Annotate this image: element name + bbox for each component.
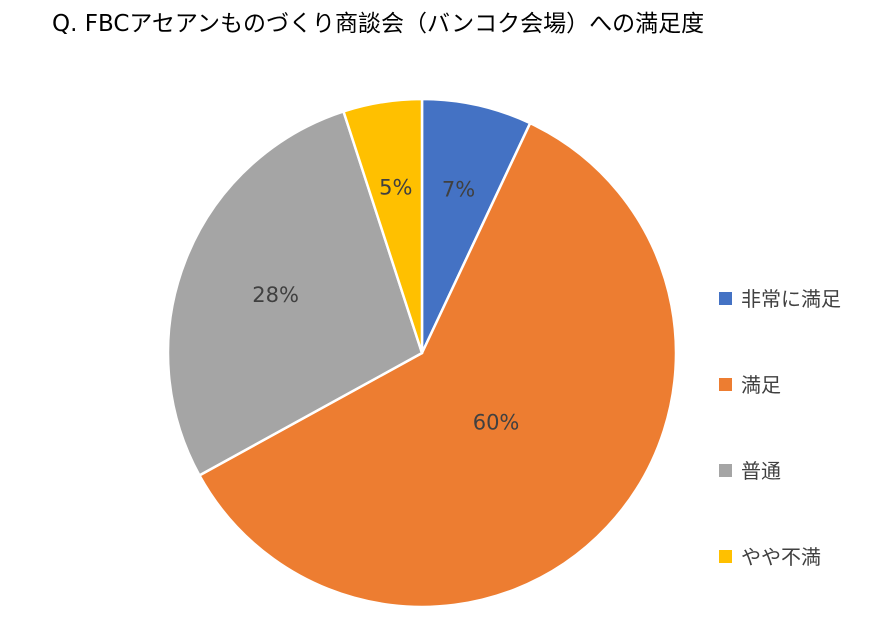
legend-item-neutral: 普通	[719, 454, 841, 540]
legend-label: やや不満	[741, 545, 821, 569]
legend-label: 非常に満足	[741, 287, 841, 311]
pie-slice-somewhat-dissatisfied	[342, 97, 424, 355]
pie-slices	[166, 97, 678, 609]
legend-item-satisfied: 満足	[719, 368, 841, 454]
legend-swatch	[719, 464, 732, 477]
legend: 非常に満足満足普通やや不満	[719, 282, 841, 626]
chart-title: Q. FBCアセアンものづくり商談会（バンコク会場）への満足度	[52, 11, 705, 37]
legend-item-very-satisfied: 非常に満足	[719, 282, 841, 368]
pie-slice-satisfied	[198, 121, 678, 609]
data-label-neutral: 28%	[252, 283, 299, 307]
legend-swatch	[719, 292, 732, 305]
pie-slice-very-satisfied	[420, 97, 532, 355]
pie-slice-neutral	[166, 110, 424, 477]
legend-label: 普通	[741, 459, 781, 483]
data-label-satisfied: 60%	[473, 411, 520, 435]
legend-item-somewhat-dissatisfied: やや不満	[719, 540, 841, 626]
legend-swatch	[719, 550, 732, 563]
data-label-somewhat-dissatisfied: 5%	[379, 175, 412, 199]
data-label-very-satisfied: 7%	[442, 177, 475, 201]
legend-label: 満足	[741, 373, 781, 397]
pie-data-labels: 7% 60% 28% 5%	[252, 175, 519, 434]
legend-swatch	[719, 378, 732, 391]
